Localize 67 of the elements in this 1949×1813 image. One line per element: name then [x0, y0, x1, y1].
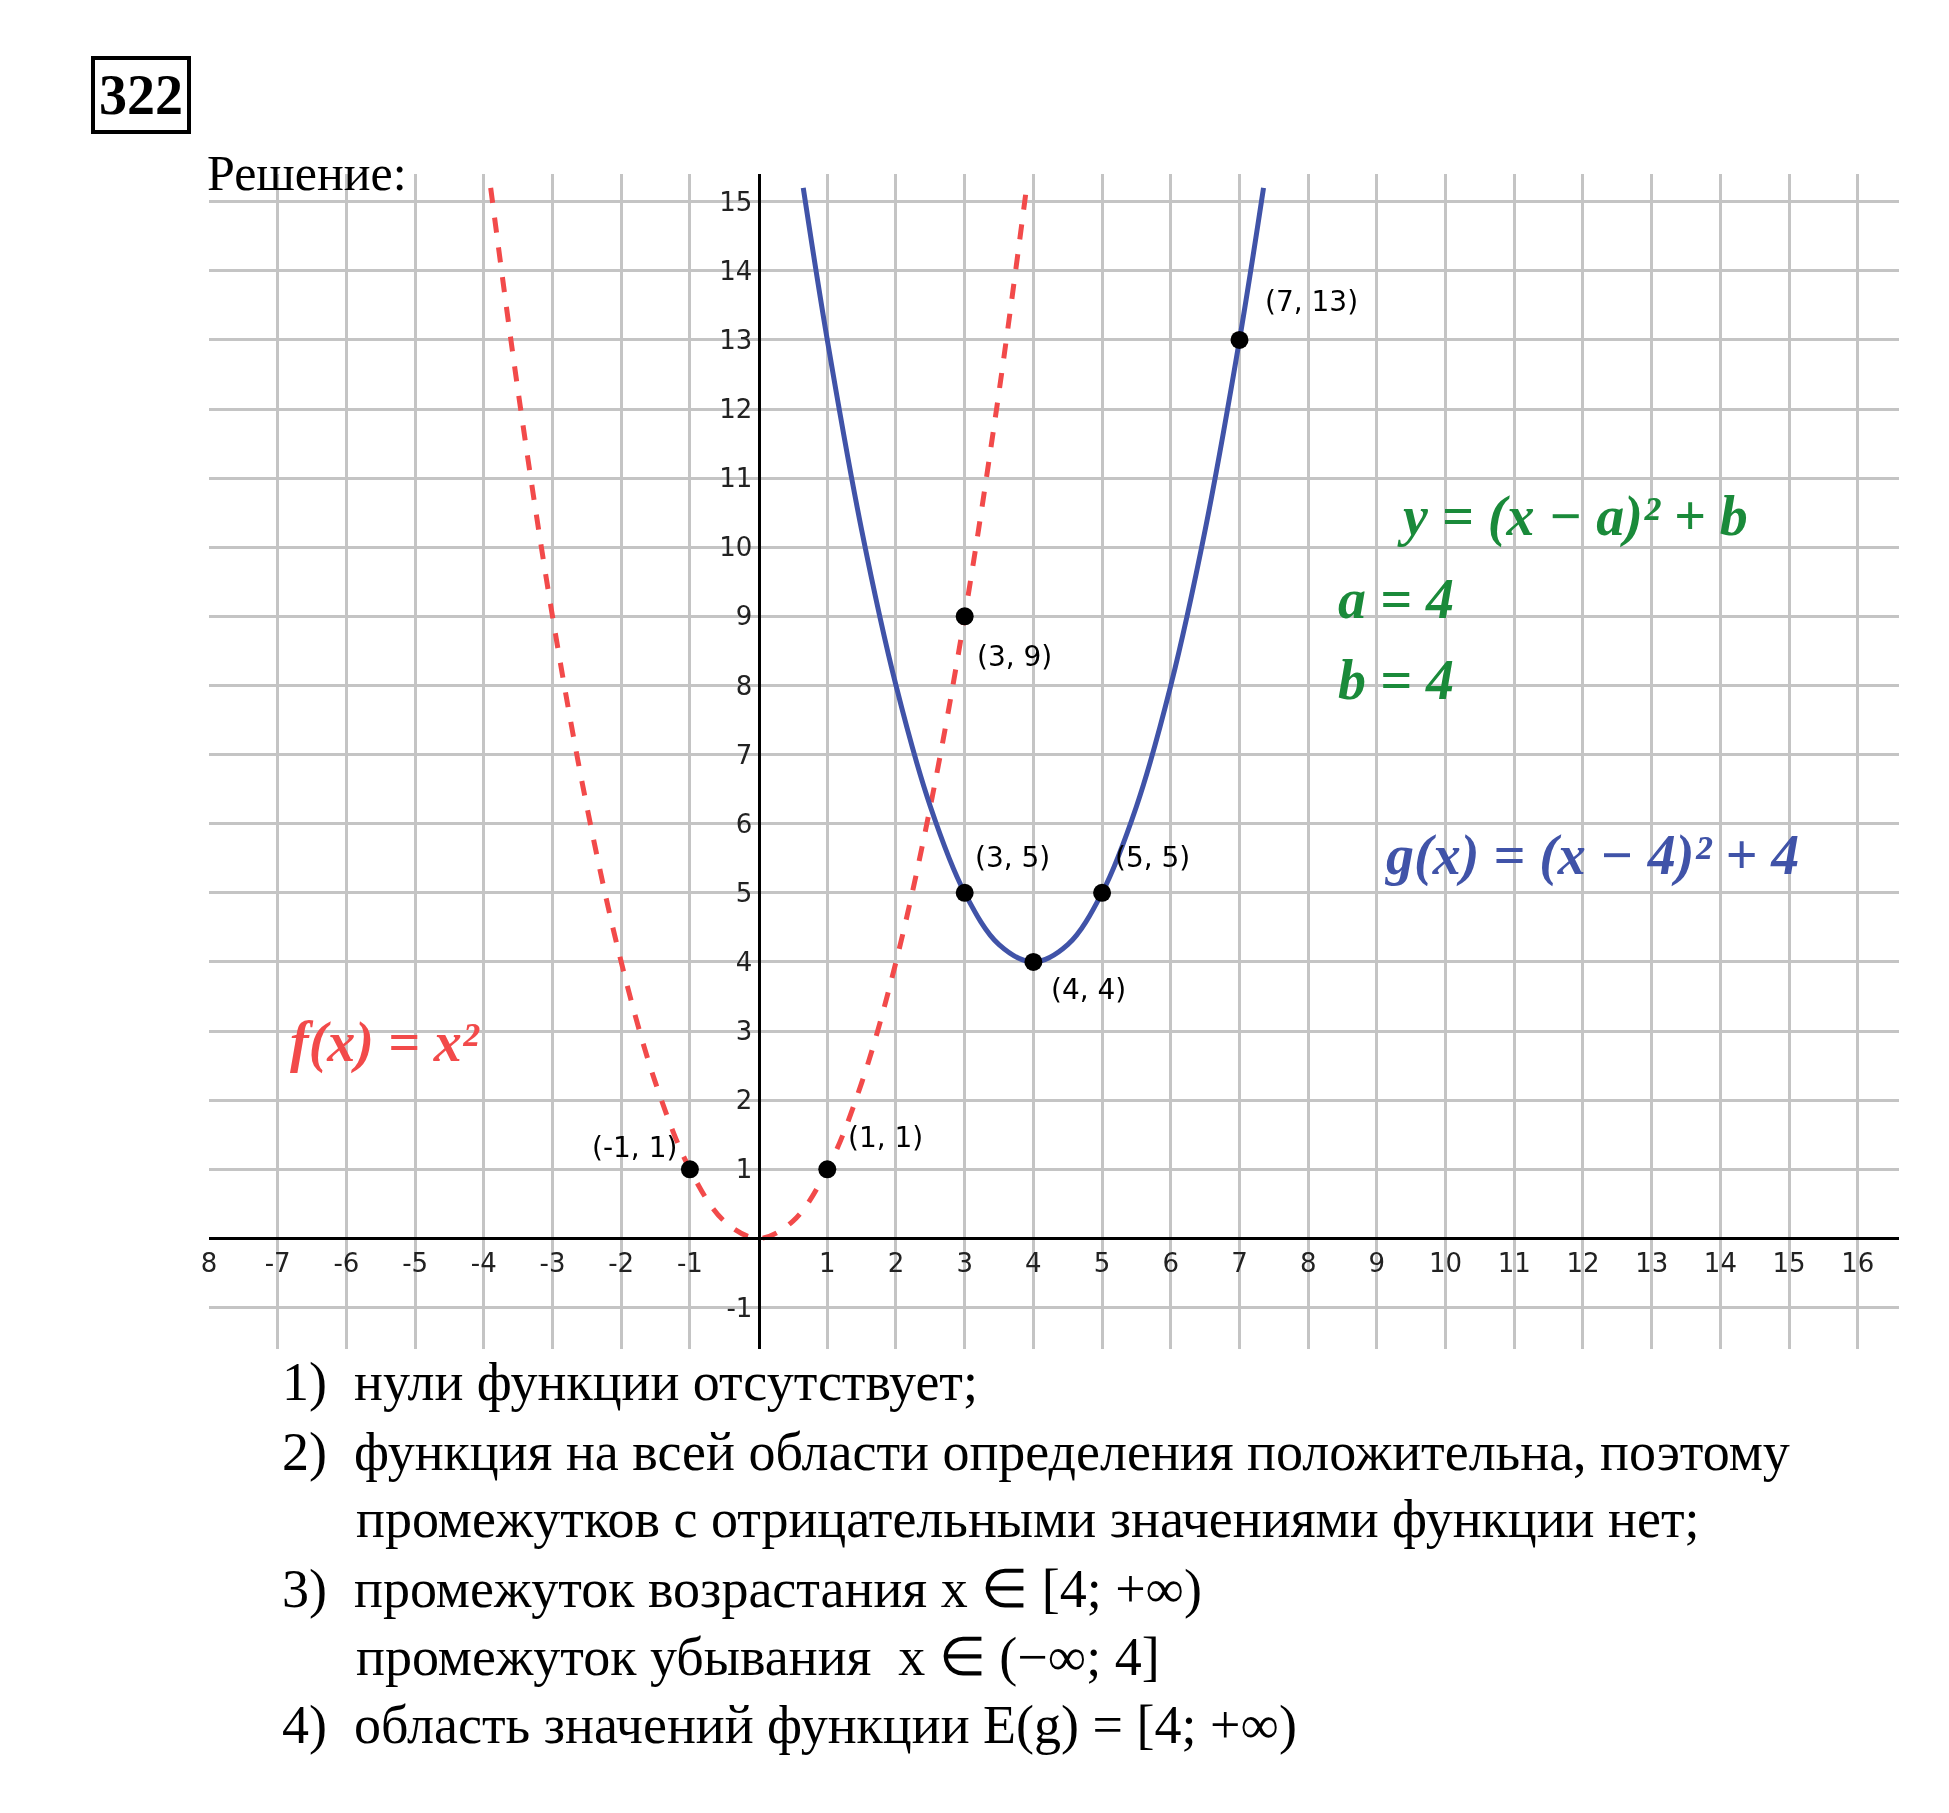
y-tick-label: 2	[735, 1085, 753, 1116]
x-tick-label: 4	[1025, 1247, 1042, 1278]
annotation: (-1, 1)	[592, 1131, 678, 1164]
y-tick-label: 11	[719, 463, 753, 494]
y-tick-label: -1	[726, 1292, 753, 1323]
annotation: (7, 13)	[1265, 285, 1359, 318]
y-tick-label: 8	[735, 670, 753, 701]
x-tick-label: 5	[1093, 1247, 1111, 1278]
y-tick-label: 13	[719, 324, 753, 355]
x-tick-label: -5	[402, 1247, 429, 1278]
y-tick-label: 9	[735, 601, 753, 632]
x-tick-label: 14	[1703, 1247, 1737, 1278]
x-tick-label: 13	[1635, 1247, 1669, 1278]
y-tick-label: 3	[735, 1016, 753, 1047]
annotation: (3, 5)	[975, 841, 1051, 874]
annotation: y = (x − a)² + b	[1397, 485, 1748, 548]
point	[1024, 952, 1043, 971]
chart-subtitle: Решение:	[207, 145, 407, 201]
y-tick-label: 4	[735, 947, 753, 978]
x-tick-label: 15	[1772, 1247, 1806, 1278]
point	[1230, 330, 1249, 349]
point	[680, 1160, 699, 1179]
x-tick-label: 8	[1299, 1247, 1317, 1278]
text: 3) промежуток возрастания x ∈ [4; +∞)	[282, 1559, 1203, 1619]
x-tick-label: 11	[1497, 1247, 1531, 1278]
x-tick-label: 7	[1231, 1247, 1248, 1278]
text: 4) область значений функции E(g) = [4; +∞)	[282, 1695, 1297, 1755]
y-tick-label: 10	[719, 532, 753, 563]
x-tick-label: 8	[200, 1247, 218, 1278]
y-tick-label: 12	[719, 394, 753, 425]
text: промежутков с отрицательными значениями функции нет;	[356, 1489, 1700, 1549]
x-tick-label: -3	[539, 1247, 566, 1278]
point	[955, 607, 974, 626]
x-tick-label: 9	[1368, 1247, 1386, 1278]
x-tick-label: -7	[264, 1247, 291, 1278]
x-tick-label: -2	[608, 1247, 635, 1278]
x-tick-label: 3	[956, 1247, 973, 1278]
y-tick-label: 7	[735, 739, 753, 770]
text: 2) функция на всей области определения положительна, поэтому	[282, 1422, 1790, 1482]
x-tick-label: 12	[1566, 1247, 1600, 1278]
annotation: (1, 1)	[848, 1121, 924, 1154]
y-tick-label: 1	[735, 1154, 753, 1185]
text: 1) нули функции отсутствует;	[282, 1352, 978, 1412]
x-tick-label: -6	[333, 1247, 360, 1278]
text: g(x) = (x − 4)² + 4	[1384, 824, 1800, 887]
annotation: (3, 9)	[977, 640, 1053, 673]
annotation: (4, 4)	[1051, 973, 1127, 1006]
annotation: a = 4	[1338, 568, 1454, 630]
point	[955, 883, 974, 902]
x-tick-label: 1	[819, 1247, 836, 1278]
x-tick-label: 10	[1429, 1247, 1463, 1278]
y-tick-label: 15	[719, 186, 753, 217]
x-tick-label: 6	[1162, 1247, 1180, 1278]
x-tick-label: -4	[470, 1247, 497, 1278]
annotation: b = 4	[1338, 649, 1454, 711]
x-tick-label: -1	[676, 1247, 703, 1278]
y-tick-label: 14	[719, 255, 753, 286]
point	[818, 1160, 837, 1179]
y-tick-label: 5	[735, 877, 753, 908]
annotation: (5, 5)	[1115, 841, 1191, 874]
text: промежуток убывания x ∈ (−∞; 4]	[356, 1627, 1160, 1687]
point	[1093, 883, 1112, 902]
x-tick-label: 16	[1841, 1247, 1875, 1278]
text: f(x) = x²	[290, 1011, 480, 1074]
y-tick-label: 6	[735, 808, 753, 839]
x-tick-label: 2	[887, 1247, 905, 1278]
chart-title: 322	[99, 64, 183, 126]
